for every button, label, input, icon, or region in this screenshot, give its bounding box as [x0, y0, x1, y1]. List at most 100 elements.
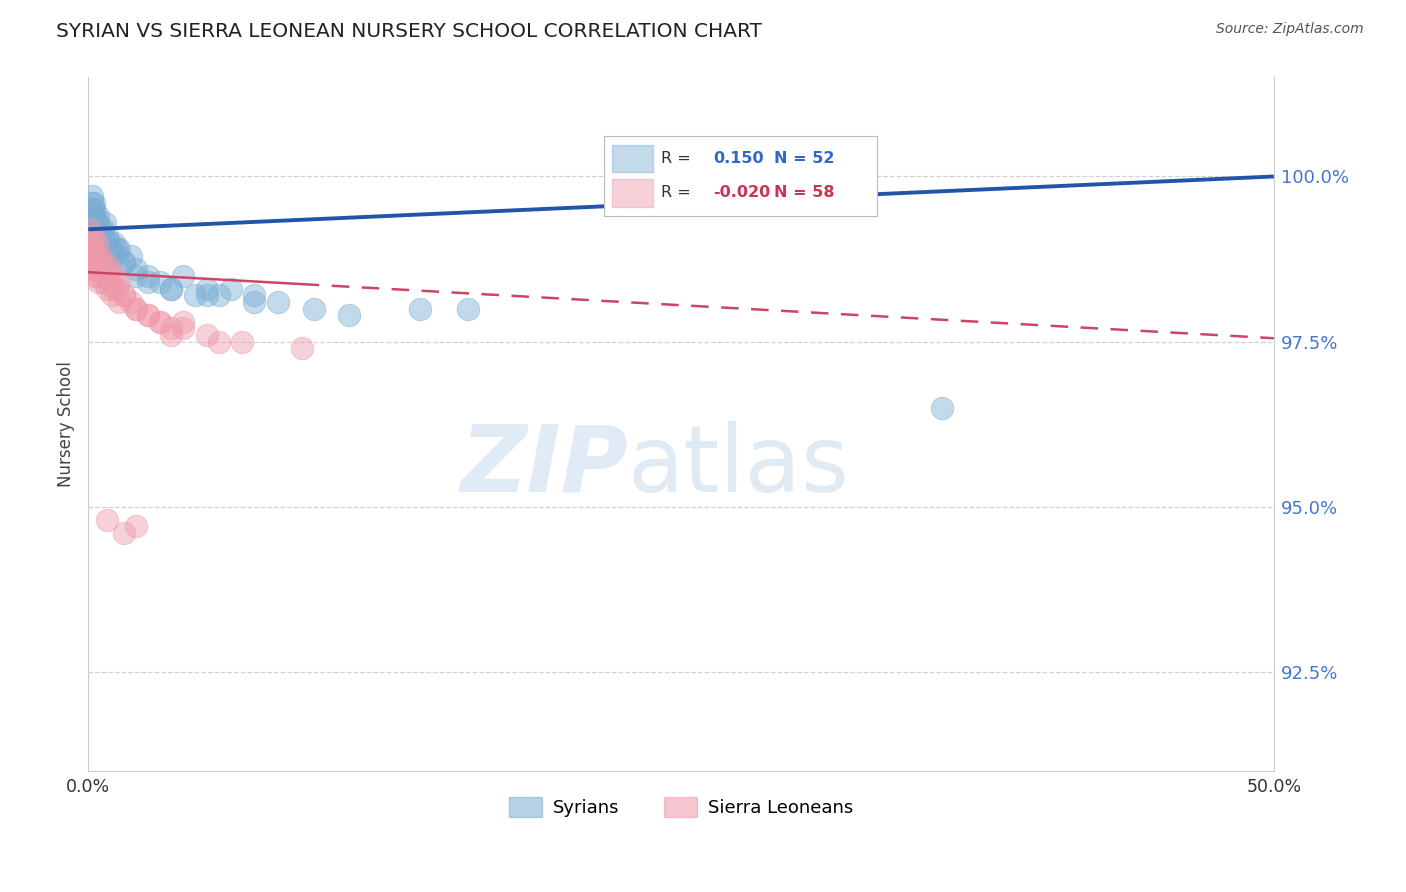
Point	[80, 235, 103, 250]
Point	[79, 222, 101, 236]
Point	[136, 268, 159, 283]
Point	[172, 315, 194, 329]
Point	[86, 249, 108, 263]
Text: SYRIAN VS SIERRA LEONEAN NURSERY SCHOOL CORRELATION CHART: SYRIAN VS SIERRA LEONEAN NURSERY SCHOOL …	[56, 22, 762, 41]
Point	[87, 216, 110, 230]
Point	[120, 249, 142, 263]
Point	[112, 526, 135, 541]
Point	[96, 228, 118, 243]
Text: Source: ZipAtlas.com: Source: ZipAtlas.com	[1216, 22, 1364, 37]
Point	[87, 255, 110, 269]
Point	[112, 255, 135, 269]
Point	[91, 222, 114, 236]
Point	[148, 315, 170, 329]
Point	[101, 249, 124, 263]
Point	[208, 288, 231, 302]
Point	[80, 249, 103, 263]
Point	[208, 334, 231, 349]
Point	[80, 189, 103, 203]
Point	[409, 301, 432, 316]
Point	[108, 242, 131, 256]
Point	[84, 209, 107, 223]
Point	[125, 261, 148, 276]
Point	[94, 255, 117, 269]
Y-axis label: Nursery School: Nursery School	[58, 361, 75, 487]
Point	[125, 301, 148, 316]
Point	[82, 249, 104, 263]
Point	[98, 275, 121, 289]
Point	[931, 401, 953, 415]
Point	[79, 255, 101, 269]
Point	[108, 275, 131, 289]
Point	[84, 249, 107, 263]
Point	[94, 235, 117, 250]
Point	[80, 242, 103, 256]
Point	[98, 261, 121, 276]
Point	[160, 327, 183, 342]
Point	[82, 209, 104, 223]
Text: atlas: atlas	[627, 421, 849, 510]
Point	[195, 327, 218, 342]
Point	[89, 249, 111, 263]
Point	[80, 261, 103, 276]
Point	[160, 282, 183, 296]
Point	[243, 294, 266, 309]
Point	[112, 255, 135, 269]
Point	[94, 268, 117, 283]
Point	[96, 235, 118, 250]
Point	[103, 268, 125, 283]
Legend: Syrians, Sierra Leoneans: Syrians, Sierra Leoneans	[502, 789, 860, 824]
Point	[148, 275, 170, 289]
Point	[457, 301, 479, 316]
Point	[98, 235, 121, 250]
Point	[96, 268, 118, 283]
Point	[105, 242, 128, 256]
Text: ZIP: ZIP	[460, 421, 627, 510]
Point	[96, 513, 118, 527]
Point	[108, 294, 131, 309]
Point	[195, 282, 218, 296]
Point	[160, 282, 183, 296]
Point	[291, 341, 314, 355]
Point	[184, 288, 207, 302]
Point	[103, 282, 125, 296]
Point	[80, 195, 103, 210]
Point	[91, 228, 114, 243]
Point	[83, 202, 105, 217]
Point	[219, 282, 242, 296]
Point	[136, 275, 159, 289]
Point	[112, 288, 135, 302]
Point	[91, 261, 114, 276]
Point	[83, 242, 105, 256]
Point	[105, 249, 128, 263]
Point	[82, 202, 104, 217]
Point	[96, 282, 118, 296]
Point	[87, 209, 110, 223]
Point	[86, 235, 108, 250]
Point	[84, 268, 107, 283]
Point	[231, 334, 253, 349]
Point	[91, 275, 114, 289]
Point	[89, 222, 111, 236]
Point	[94, 216, 117, 230]
Point	[172, 268, 194, 283]
Point	[80, 235, 103, 250]
Point	[101, 275, 124, 289]
Point	[80, 242, 103, 256]
Point	[89, 228, 111, 243]
Point	[125, 519, 148, 533]
Point	[101, 288, 124, 302]
Point	[136, 308, 159, 322]
Point	[112, 288, 135, 302]
Point	[125, 268, 148, 283]
Point	[337, 308, 360, 322]
Point	[86, 216, 108, 230]
Point	[82, 249, 104, 263]
Point	[83, 195, 105, 210]
Point	[84, 261, 107, 276]
Point	[87, 275, 110, 289]
Point	[80, 216, 103, 230]
Point	[89, 261, 111, 276]
Point	[87, 268, 110, 283]
Point	[101, 242, 124, 256]
